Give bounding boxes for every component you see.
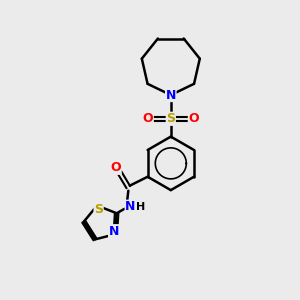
Text: O: O xyxy=(188,112,199,125)
Text: O: O xyxy=(142,112,153,125)
Text: S: S xyxy=(166,112,175,125)
Text: H: H xyxy=(136,202,145,212)
Text: N: N xyxy=(166,88,176,101)
Text: N: N xyxy=(109,225,119,238)
Text: N: N xyxy=(125,200,136,213)
Text: S: S xyxy=(94,202,103,216)
Text: O: O xyxy=(110,161,121,174)
